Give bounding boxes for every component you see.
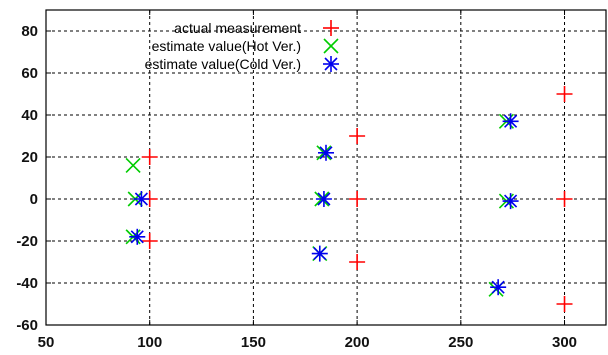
y-tick-label: -40	[16, 275, 38, 292]
data-point-plus	[349, 254, 366, 270]
x-tick-label: 100	[137, 334, 162, 351]
y-tick-label: -20	[16, 233, 38, 250]
data-point-plus	[556, 86, 573, 102]
data-point-cross	[125, 157, 141, 173]
legend-marker-star	[323, 56, 339, 72]
y-tick-label: 60	[21, 65, 38, 82]
data-point-plus	[556, 296, 573, 312]
grid-lines	[46, 10, 606, 325]
x-tick-label: 150	[241, 334, 266, 351]
data-point-star	[133, 191, 150, 207]
y-tick-label: 40	[21, 107, 38, 124]
data-point-star	[318, 144, 334, 161]
legend-label: estimate value(Hot Ver.)	[152, 38, 301, 54]
axis-ticks: 50 100 150 200 250 300 -60 -40 -20 0 20 40 60 80	[16, 10, 606, 351]
y-tick-label: 0	[30, 191, 38, 208]
data-point-star	[311, 245, 328, 262]
legend: actual measurement estimate value(Hot Ver…	[145, 20, 339, 72]
legend-label: actual measurement	[174, 20, 301, 36]
y-tick-label: 20	[21, 149, 38, 166]
data-point-plus	[141, 233, 158, 249]
plot-frame	[45, 9, 607, 326]
legend-marker-plus	[323, 20, 339, 36]
data-point-star	[502, 193, 519, 210]
x-tick-label: 200	[345, 334, 370, 351]
x-tick-label: 250	[448, 334, 473, 351]
y-tick-label: 80	[21, 23, 38, 40]
legend-label: estimate value(Cold Ver.)	[145, 56, 301, 72]
x-tick-label: 50	[38, 334, 55, 351]
x-tick-label: 300	[552, 334, 577, 351]
data-point-star	[502, 113, 519, 130]
data-points	[125, 86, 573, 312]
data-point-plus	[349, 128, 366, 144]
legend-marker-cross	[323, 38, 339, 54]
data-point-plus	[349, 191, 366, 207]
data-point-star	[315, 191, 332, 207]
data-point-star	[490, 279, 507, 296]
data-point-star	[129, 228, 146, 245]
y-tick-label: -60	[16, 317, 38, 334]
data-point-plus	[556, 191, 573, 207]
data-point-plus	[141, 149, 158, 165]
